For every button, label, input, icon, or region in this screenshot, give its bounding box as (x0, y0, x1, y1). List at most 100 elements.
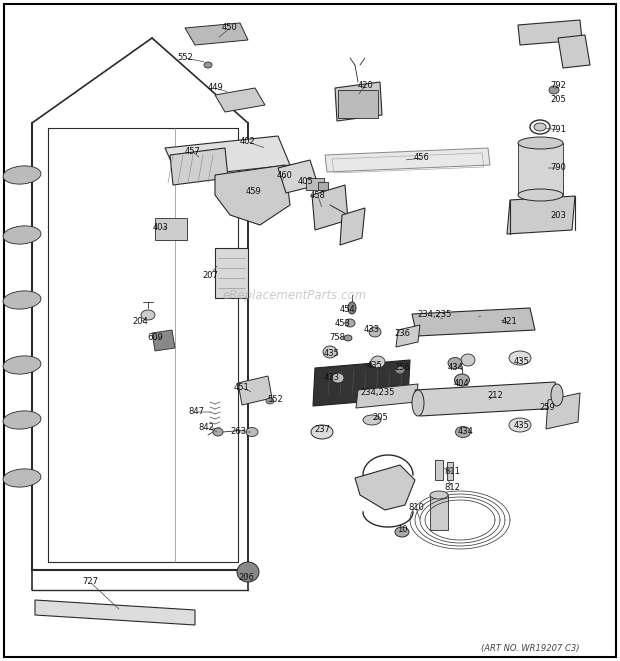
Ellipse shape (246, 428, 258, 436)
Text: 435: 435 (324, 350, 340, 358)
Ellipse shape (332, 373, 344, 383)
Ellipse shape (371, 356, 385, 368)
Polygon shape (325, 148, 490, 172)
Ellipse shape (266, 398, 274, 404)
Text: 236: 236 (394, 329, 410, 338)
Text: 458: 458 (310, 192, 326, 200)
Ellipse shape (551, 384, 563, 406)
Text: 10: 10 (397, 525, 407, 535)
Polygon shape (396, 325, 420, 347)
Text: 790: 790 (550, 163, 566, 173)
Text: 609: 609 (147, 332, 163, 342)
Ellipse shape (3, 411, 41, 429)
Text: 259: 259 (539, 403, 555, 412)
Text: 758: 758 (329, 334, 345, 342)
Polygon shape (238, 376, 272, 405)
Text: 435: 435 (514, 420, 530, 430)
Polygon shape (170, 148, 228, 185)
Text: 552: 552 (177, 54, 193, 63)
Text: 727: 727 (82, 578, 98, 586)
Bar (435, 460, 443, 480)
Ellipse shape (412, 390, 424, 416)
Text: 450: 450 (222, 24, 238, 32)
Polygon shape (185, 23, 248, 45)
Text: 552: 552 (267, 395, 283, 405)
Polygon shape (152, 330, 175, 351)
Text: 420: 420 (358, 81, 374, 89)
Polygon shape (35, 600, 195, 625)
Polygon shape (558, 35, 590, 68)
Polygon shape (340, 208, 365, 245)
Ellipse shape (3, 469, 41, 487)
Text: 402: 402 (240, 137, 256, 147)
Text: (ART NO. WR19207 C3): (ART NO. WR19207 C3) (480, 644, 579, 652)
Text: 404: 404 (454, 379, 470, 387)
Ellipse shape (3, 166, 41, 184)
Text: 207: 207 (202, 270, 218, 280)
Text: 842: 842 (198, 424, 214, 432)
Ellipse shape (549, 86, 559, 94)
Polygon shape (546, 393, 580, 429)
Ellipse shape (509, 351, 531, 365)
Polygon shape (215, 248, 248, 298)
Ellipse shape (3, 226, 41, 244)
Bar (447, 462, 453, 480)
Text: 205: 205 (550, 95, 566, 104)
Polygon shape (507, 196, 575, 234)
Polygon shape (415, 382, 560, 416)
Text: 206: 206 (238, 574, 254, 582)
Ellipse shape (509, 418, 531, 432)
Text: 433: 433 (324, 373, 340, 383)
Text: 421: 421 (501, 317, 517, 327)
Text: 449: 449 (207, 83, 223, 93)
Text: 811: 811 (444, 467, 460, 477)
Polygon shape (412, 308, 535, 336)
Polygon shape (518, 20, 582, 45)
Ellipse shape (534, 123, 546, 131)
Text: 451: 451 (234, 383, 250, 393)
Polygon shape (312, 185, 348, 230)
Ellipse shape (395, 527, 409, 537)
Text: 453: 453 (335, 319, 351, 327)
Ellipse shape (518, 137, 563, 149)
Ellipse shape (204, 62, 212, 68)
Text: 812: 812 (444, 483, 460, 492)
Bar (155, 218, 187, 240)
Text: 434: 434 (448, 364, 464, 373)
Ellipse shape (430, 491, 448, 499)
Text: 256: 256 (394, 364, 410, 373)
Text: 434: 434 (458, 428, 474, 436)
Text: 205: 205 (372, 414, 388, 422)
Polygon shape (165, 136, 290, 177)
Ellipse shape (237, 562, 259, 582)
Ellipse shape (311, 425, 333, 439)
Ellipse shape (454, 374, 469, 386)
Ellipse shape (456, 426, 471, 438)
Ellipse shape (345, 319, 355, 327)
Text: 234,235: 234,235 (361, 389, 395, 397)
Text: 435: 435 (367, 360, 383, 369)
Text: 454: 454 (340, 305, 356, 315)
Bar (430, 495, 448, 530)
Polygon shape (355, 465, 415, 510)
Ellipse shape (141, 310, 155, 320)
Ellipse shape (395, 366, 405, 374)
Text: 847: 847 (188, 407, 204, 416)
Text: 212: 212 (487, 391, 503, 401)
Ellipse shape (3, 291, 41, 309)
Bar (318, 182, 328, 190)
Polygon shape (335, 82, 382, 121)
Text: 204: 204 (132, 317, 148, 327)
Text: 460: 460 (277, 171, 293, 180)
Text: 435: 435 (514, 358, 530, 366)
Ellipse shape (323, 346, 337, 358)
Text: 457: 457 (185, 147, 201, 157)
Text: 237: 237 (314, 426, 330, 434)
Ellipse shape (448, 358, 462, 368)
Bar (518, 143, 563, 195)
Polygon shape (313, 360, 410, 406)
Ellipse shape (213, 428, 223, 436)
Text: 263: 263 (230, 428, 246, 436)
Ellipse shape (344, 335, 352, 341)
Bar (338, 90, 378, 118)
